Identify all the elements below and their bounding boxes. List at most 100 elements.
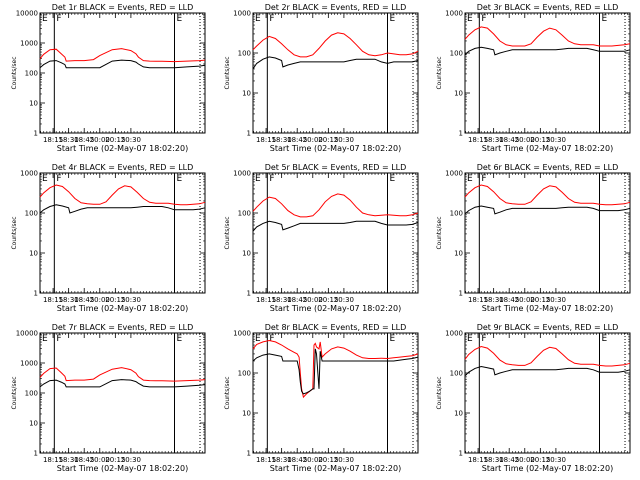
x-tick-label: 18:15 [468,136,488,144]
y-tick-label: 100 [450,50,463,58]
y-tick-label: 100 [25,210,38,218]
x-tick-label: 20:30 [334,136,354,144]
y-tick-label: 1000 [233,330,251,338]
y-tick-label: 10 [242,90,251,98]
x-tick-label: 18:45 [499,136,519,144]
y-axis-label: Counts/sec [11,376,18,409]
event-marker-label: F [269,334,274,344]
x-axis-label: Start Time (02-May-07 18:02:20) [482,464,613,473]
x-tick-label: 20:00 [90,136,110,144]
x-tick-label: 20:00 [303,296,323,304]
y-tick-label: 100 [238,370,251,378]
y-tick-label: 10 [29,250,38,258]
series-events-line [39,379,206,388]
event-marker-label: F [269,174,274,184]
detector-panel-8: Det 8r BLACK = Events, RED = LLD 1 10 100 10… [224,323,419,473]
x-axis-label: Start Time (02-May-07 18:02:20) [270,464,401,473]
y-tick-label: 1 [247,130,251,138]
panel-title: Det 5r BLACK = Events, RED = LLD [265,163,407,172]
y-tick-label: 1 [34,290,38,298]
y-tick-label: 1 [247,290,251,298]
detector-panel-9: Det 9r BLACK = Events, RED = LLD 1 10 100 10… [436,323,631,473]
event-marker-label: F [269,14,274,24]
y-axis-label: Counts/sec [436,376,443,409]
start-flag-label: E [255,334,261,344]
x-axis-label: Start Time (02-May-07 18:02:20) [482,304,613,313]
y-tick-label: 1 [459,130,463,138]
x-axis-label: Start Time (02-May-07 18:02:20) [270,144,401,153]
y-tick-label: 100 [25,70,38,78]
y-tick-label: 10000 [16,330,38,338]
x-tick-label: 20:00 [303,136,323,144]
series-events-line [252,220,419,232]
series-events-line [252,348,419,395]
x-tick-label: 20:15 [105,456,125,464]
y-tick-label: 1 [459,290,463,298]
event-marker-label: F [481,174,486,184]
x-tick-label: 20:15 [318,456,338,464]
y-tick-label: 100 [238,50,251,58]
x-tick-label: 18:15 [256,456,276,464]
x-tick-label: 20:00 [515,136,535,144]
y-tick-label: 100 [450,210,463,218]
plot-frame [252,332,419,454]
series-events-line [464,46,631,56]
x-tick-label: 20:15 [318,136,338,144]
x-tick-label: 20:15 [105,296,125,304]
plot-frame [464,12,631,134]
y-tick-label: 1 [247,450,251,458]
event-marker-label: E [389,174,395,184]
start-flag-label: E [42,334,48,344]
panel-title: Det 4r BLACK = Events, RED = LLD [52,163,194,172]
x-tick-label: 18:15 [43,296,63,304]
event-marker-label: E [176,174,182,184]
x-tick-label: 20:30 [546,136,566,144]
plot-frame [464,332,631,454]
event-marker-label: E [389,334,395,344]
start-flag-label: E [255,174,261,184]
series-events-line [464,365,631,377]
detector-panel-1: Det 1r BLACK = Events, RED = LLD 1 10 100 10… [11,3,206,153]
event-marker-label: F [481,334,486,344]
x-axis-label: Start Time (02-May-07 18:02:20) [57,144,188,153]
detector-panel-2: Det 2r BLACK = Events, RED = LLD 1 10 100 10… [224,3,419,153]
x-tick-label: 20:15 [105,136,125,144]
start-flag-label: E [255,14,261,24]
event-marker-label: E [601,14,607,24]
x-tick-label: 20:30 [546,456,566,464]
plot-frame [464,172,631,294]
detector-panel-5: Det 5r BLACK = Events, RED = LLD 1 10 100 10… [224,163,419,313]
series-lld-line [252,193,419,218]
series-lld-line [39,48,206,63]
x-tick-label: 18:45 [74,136,94,144]
y-tick-label: 1 [34,130,38,138]
x-tick-label: 20:30 [121,296,141,304]
y-tick-label: 1000 [20,360,38,368]
x-tick-label: 18:30 [484,136,504,144]
x-tick-label: 18:45 [287,136,307,144]
y-axis-label: Counts/sec [11,216,18,249]
event-marker-label: F [56,14,61,24]
series-lld-line [252,339,419,399]
x-tick-label: 18:45 [74,296,94,304]
x-tick-label: 18:45 [287,456,307,464]
start-flag-label: E [467,14,473,24]
x-tick-label: 18:30 [484,456,504,464]
y-axis-label: Counts/sec [224,216,231,249]
panel-title: Det 3r BLACK = Events, RED = LLD [477,3,619,12]
start-flag-label: E [467,334,473,344]
x-tick-label: 20:00 [515,456,535,464]
start-flag-label: E [42,14,48,24]
y-tick-label: 10 [454,250,463,258]
y-tick-label: 1000 [233,10,251,18]
x-tick-label: 20:30 [121,456,141,464]
x-tick-label: 20:15 [318,296,338,304]
x-tick-label: 18:30 [272,296,292,304]
y-tick-label: 1000 [445,330,463,338]
series-lld-line [464,26,631,47]
x-tick-label: 18:15 [43,456,63,464]
panel-title: Det 9r BLACK = Events, RED = LLD [477,323,619,332]
y-axis-label: Counts/sec [11,56,18,89]
y-tick-label: 100 [25,390,38,398]
